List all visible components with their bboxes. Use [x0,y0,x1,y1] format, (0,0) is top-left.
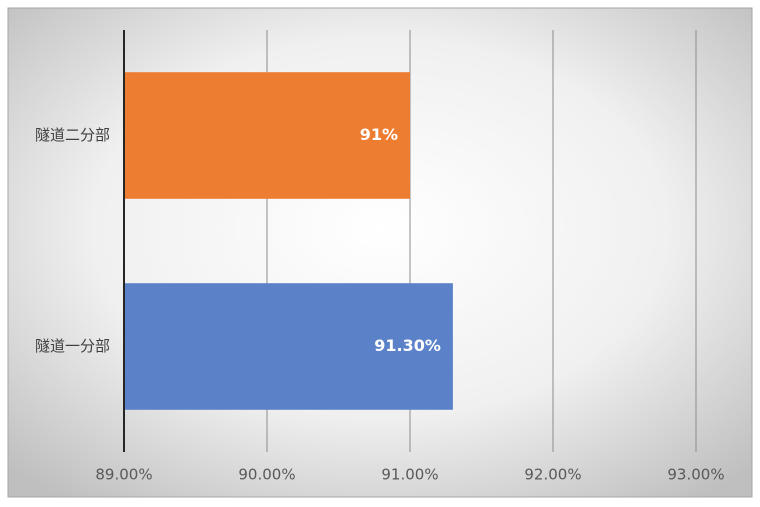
bars [124,72,453,410]
x-tick-label: 89.00% [95,466,152,484]
y-tick-label: 隧道二分部 [35,126,110,144]
value-label: 91% [360,125,398,144]
x-tick-label: 90.00% [238,466,295,484]
x-tick-label: 93.00% [667,466,724,484]
bar [124,283,453,410]
bar [124,72,410,199]
y-tick-label: 隧道一分部 [35,337,110,355]
value-label: 91.30% [374,336,441,355]
x-tick-label: 91.00% [381,466,438,484]
labels: 89.00% 90.00% 91.00% 92.00% 93.00% 91.30% 隧道一分… [35,125,725,484]
x-tick-label: 92.00% [524,466,581,484]
